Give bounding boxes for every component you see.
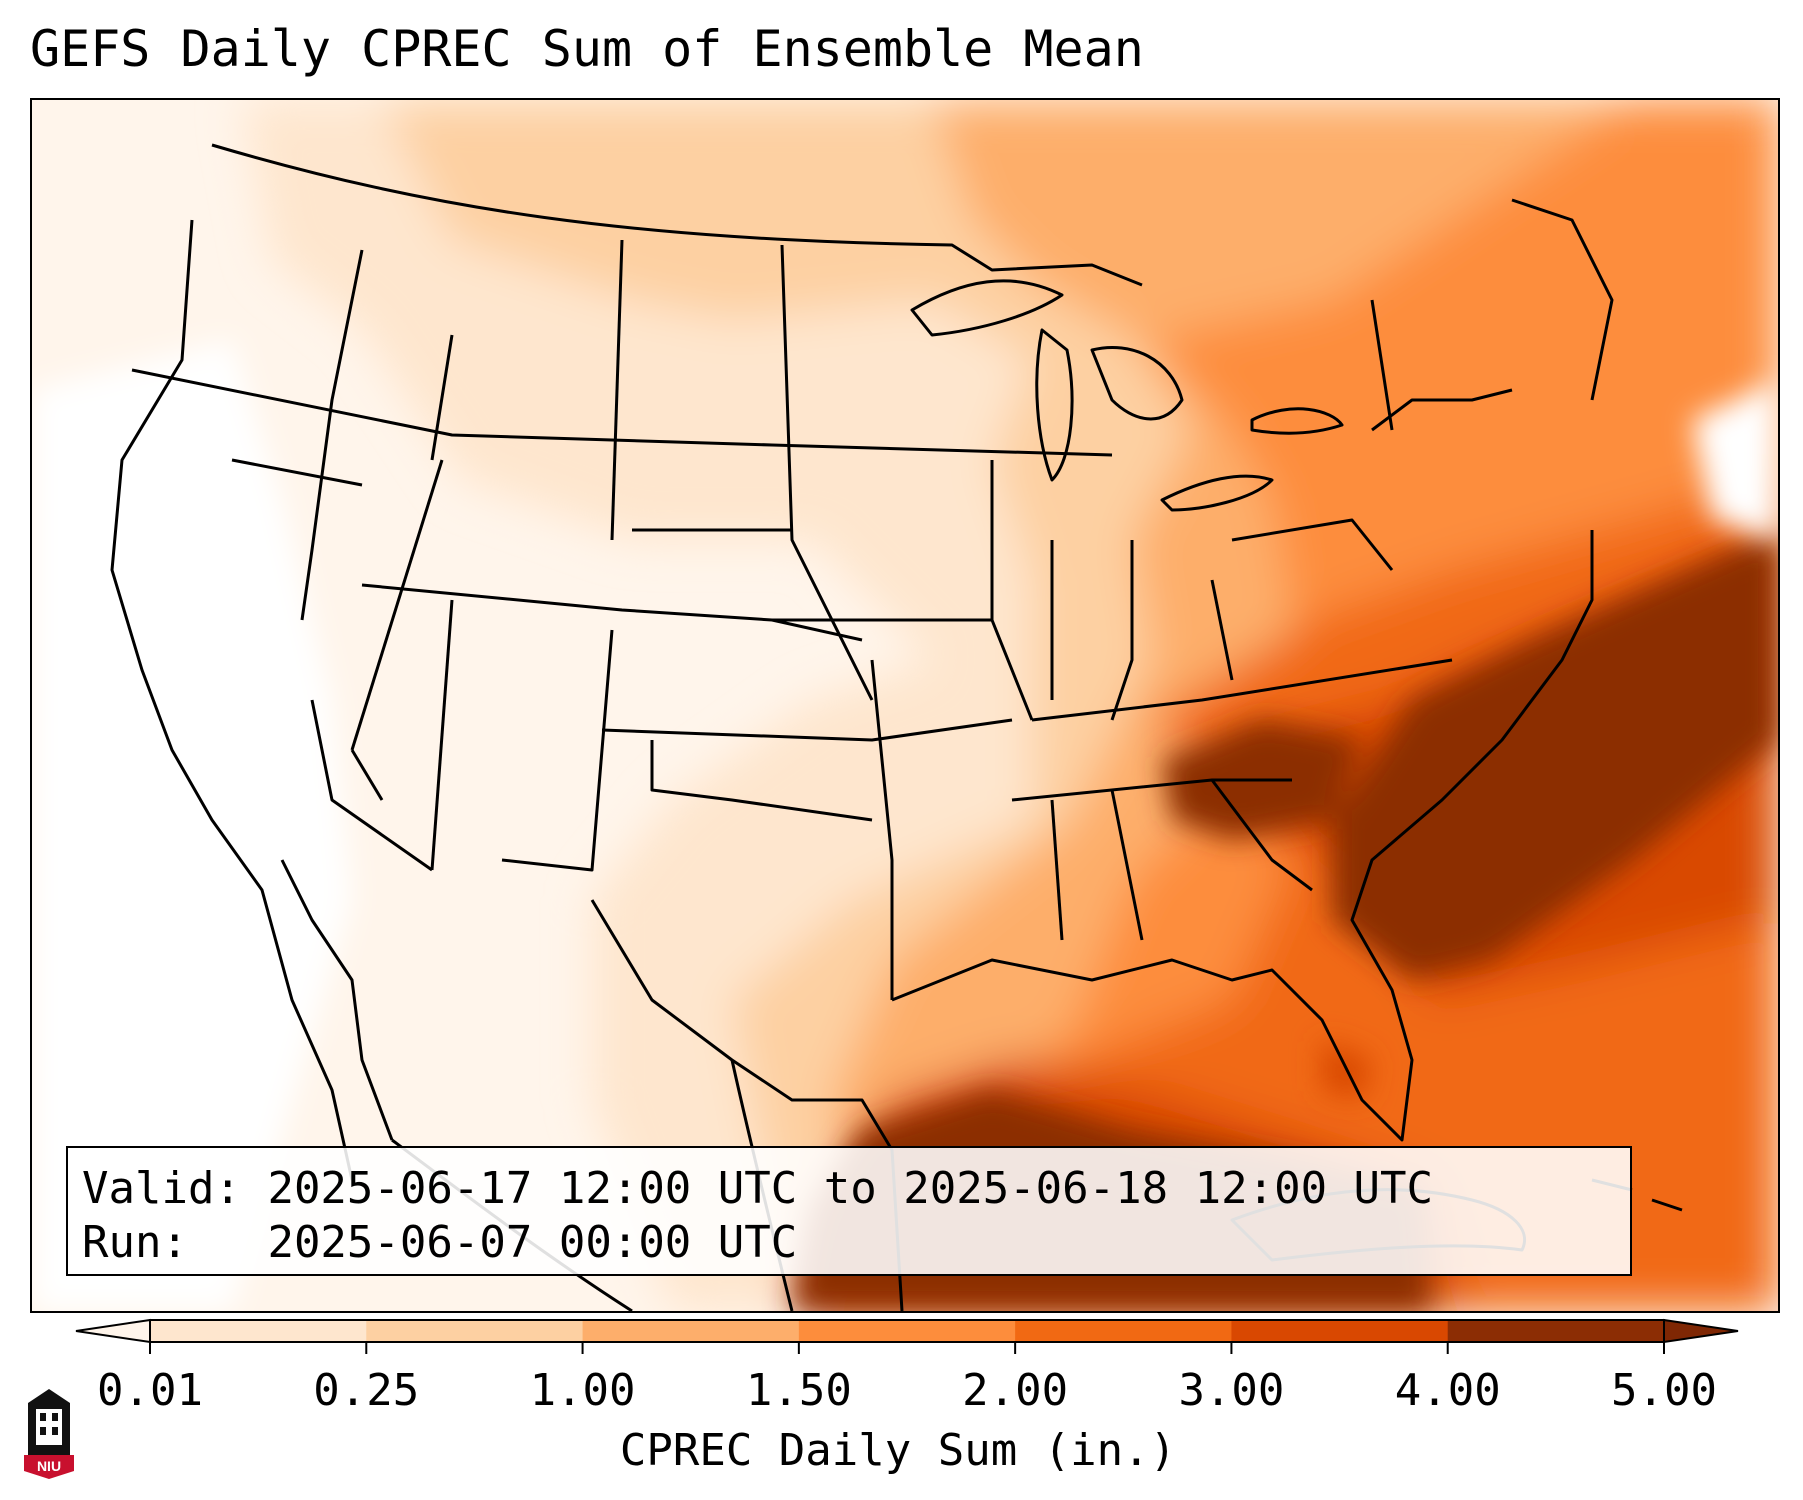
colorbar [75, 1318, 1739, 1354]
colorbar-segment [1015, 1320, 1232, 1342]
logo-text: NIU [37, 1458, 61, 1474]
dry-areas [32, 340, 1778, 1311]
valid-run-info-box: Valid: 2025-06-17 12:00 UTC to 2025-06-1… [66, 1146, 1632, 1276]
run-label: Run: [82, 1217, 188, 1268]
university-tower-icon: NIU [24, 1389, 74, 1479]
colorbar-tick-label: 1.50 [745, 1365, 852, 1416]
run-value: 2025-06-07 00:00 UTC [267, 1217, 798, 1268]
precipitation-map[interactable] [30, 98, 1780, 1313]
colorbar-frame [149, 1319, 1665, 1343]
colorbar-segments [75, 1318, 1739, 1344]
colorbar-ticks [149, 1342, 1665, 1354]
map-canvas [32, 100, 1778, 1311]
colorbar-tick-label: 4.00 [1394, 1365, 1501, 1416]
colorbar-under-triangle [75, 1318, 151, 1344]
colorbar-title: CPREC Daily Sum (in.) [619, 1425, 1177, 1476]
valid-label: Valid: [82, 1163, 241, 1214]
colorbar-segment [582, 1320, 800, 1342]
colorbar-over-triangle [1663, 1318, 1739, 1344]
political-boundaries [110, 143, 1683, 1311]
colorbar-tick-label: 1.00 [529, 1365, 636, 1416]
run-line: Run: 2025-06-07 00:00 UTC [82, 1216, 1616, 1270]
colorbar-segment [150, 1320, 367, 1342]
colorbar-segment [366, 1320, 584, 1342]
map-title: GEFS Daily CPREC Sum of Ensemble Mean [30, 20, 1144, 78]
colorbar-segment [1231, 1320, 1449, 1342]
colorbar-segment [1447, 1320, 1665, 1342]
colorbar-tick-label: 3.00 [1178, 1365, 1285, 1416]
colorbar-segment [798, 1320, 1016, 1342]
valid-line: Valid: 2025-06-17 12:00 UTC to 2025-06-1… [82, 1162, 1616, 1216]
colorbar-tick-label: 0.25 [313, 1365, 420, 1416]
colorbar-tick-label: 2.00 [962, 1365, 1069, 1416]
colorbar-tick-label: 0.01 [97, 1365, 203, 1416]
colorbar-tick-label: 5.00 [1611, 1365, 1717, 1416]
valid-value: 2025-06-17 12:00 UTC to 2025-06-18 12:00… [267, 1163, 1434, 1214]
